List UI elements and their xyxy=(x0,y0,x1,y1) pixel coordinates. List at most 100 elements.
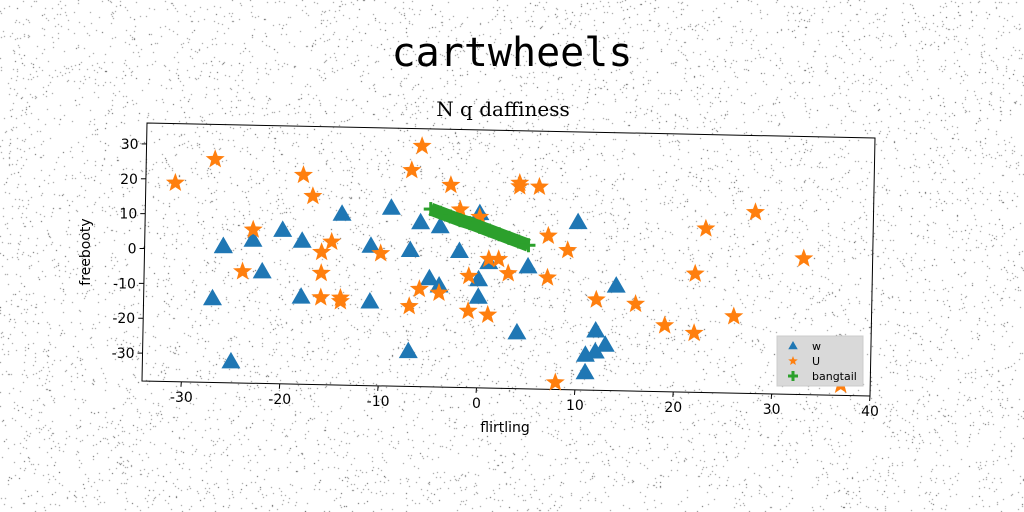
series-layer xyxy=(165,136,851,393)
star-marker xyxy=(724,306,744,325)
y-tick-label: 0 xyxy=(128,242,137,258)
triangle-marker xyxy=(202,288,222,306)
triangle-marker xyxy=(213,236,233,254)
star-marker xyxy=(655,315,675,334)
star-marker xyxy=(685,263,705,282)
y-axis-label: freebooty xyxy=(78,218,94,285)
star-marker xyxy=(312,242,332,261)
x-tick-label: -10 xyxy=(367,394,390,410)
star-marker xyxy=(458,301,478,320)
y-tick-label: 10 xyxy=(119,207,137,223)
star-marker xyxy=(745,202,765,221)
plus-marker xyxy=(788,371,798,381)
triangle-marker xyxy=(411,212,431,230)
series-bangtail xyxy=(423,202,536,253)
plus-marker xyxy=(492,227,507,242)
triangle-marker xyxy=(430,216,450,234)
triangle-marker xyxy=(243,230,263,247)
star-marker xyxy=(498,263,518,282)
star-marker xyxy=(165,172,185,191)
plot-frame xyxy=(141,122,876,397)
triangle-marker xyxy=(360,291,380,309)
plus-marker xyxy=(501,230,516,245)
triangle-marker xyxy=(575,362,595,380)
x-tick-label: 0 xyxy=(472,396,481,412)
y-tick-label: 20 xyxy=(120,172,138,188)
triangle-marker xyxy=(586,321,606,338)
star-marker xyxy=(794,248,814,267)
figure-suptitle: cartwheels xyxy=(391,30,633,76)
plus-marker xyxy=(472,219,487,234)
triangle-marker xyxy=(507,322,527,340)
star-marker xyxy=(558,240,578,259)
triangle-marker xyxy=(400,240,420,257)
star-marker xyxy=(538,267,557,286)
star-marker xyxy=(441,175,461,194)
plot-area: -30 -20 -10 0 10 20 30 40 -30 -20 -10 0 10 20 30 xyxy=(112,122,879,420)
triangle-marker xyxy=(221,351,241,369)
plus-marker xyxy=(521,238,536,253)
star-marker xyxy=(233,261,253,280)
star-marker xyxy=(311,263,331,282)
triangle-marker xyxy=(252,261,272,279)
triangle-marker xyxy=(585,341,605,359)
star-marker xyxy=(409,279,429,298)
legend-label: U xyxy=(812,355,820,368)
triangle-marker xyxy=(449,241,469,259)
plus-marker xyxy=(511,234,526,249)
star-marker xyxy=(684,323,704,342)
triangle-marker xyxy=(419,268,439,286)
star-marker xyxy=(311,287,331,306)
legend-label: bangtail xyxy=(812,370,857,383)
triangle-marker xyxy=(568,212,588,230)
star-marker xyxy=(412,136,432,155)
star-marker xyxy=(303,186,323,205)
y-tick-label: -20 xyxy=(112,311,135,327)
plus-marker xyxy=(453,213,468,228)
plus-marker xyxy=(482,223,497,238)
star-marker xyxy=(205,149,225,168)
star-marker xyxy=(371,243,391,262)
star-marker xyxy=(243,219,263,238)
x-tick-label: 10 xyxy=(566,398,584,414)
star-marker xyxy=(293,165,313,184)
star-marker xyxy=(429,282,449,301)
triangle-marker xyxy=(788,341,798,350)
star-marker xyxy=(529,176,549,195)
triangle-marker xyxy=(468,287,488,304)
star-marker xyxy=(626,294,646,313)
legend-label: w xyxy=(812,340,821,353)
star-marker xyxy=(788,356,798,365)
star-marker xyxy=(478,304,498,323)
star-marker xyxy=(459,266,479,285)
star-marker xyxy=(586,289,606,308)
plus-marker xyxy=(443,209,458,224)
star-marker xyxy=(545,372,565,391)
x-tick-label: -20 xyxy=(268,392,291,408)
triangle-marker xyxy=(381,198,401,215)
x-tick-label: 20 xyxy=(664,400,682,416)
triangle-marker xyxy=(332,204,352,221)
series-w xyxy=(202,198,626,380)
plus-marker xyxy=(423,202,438,217)
star-marker xyxy=(450,199,470,218)
triangle-marker xyxy=(518,256,538,274)
x-tick-label: 30 xyxy=(763,402,781,418)
y-tick-label: 30 xyxy=(121,137,139,153)
chart-title: N q daffiness xyxy=(436,97,570,121)
star-marker xyxy=(696,218,716,237)
x-axis-label: flirtling xyxy=(480,420,530,436)
star-marker xyxy=(479,249,499,268)
y-tick-label: -30 xyxy=(112,346,135,362)
star-marker xyxy=(489,249,509,268)
star-marker xyxy=(538,225,558,244)
star-marker xyxy=(402,160,422,179)
triangle-marker xyxy=(291,287,311,304)
plus-marker xyxy=(433,205,448,220)
x-tick-label: -30 xyxy=(170,390,193,406)
triangle-marker xyxy=(292,231,312,248)
triangle-marker xyxy=(606,276,626,293)
